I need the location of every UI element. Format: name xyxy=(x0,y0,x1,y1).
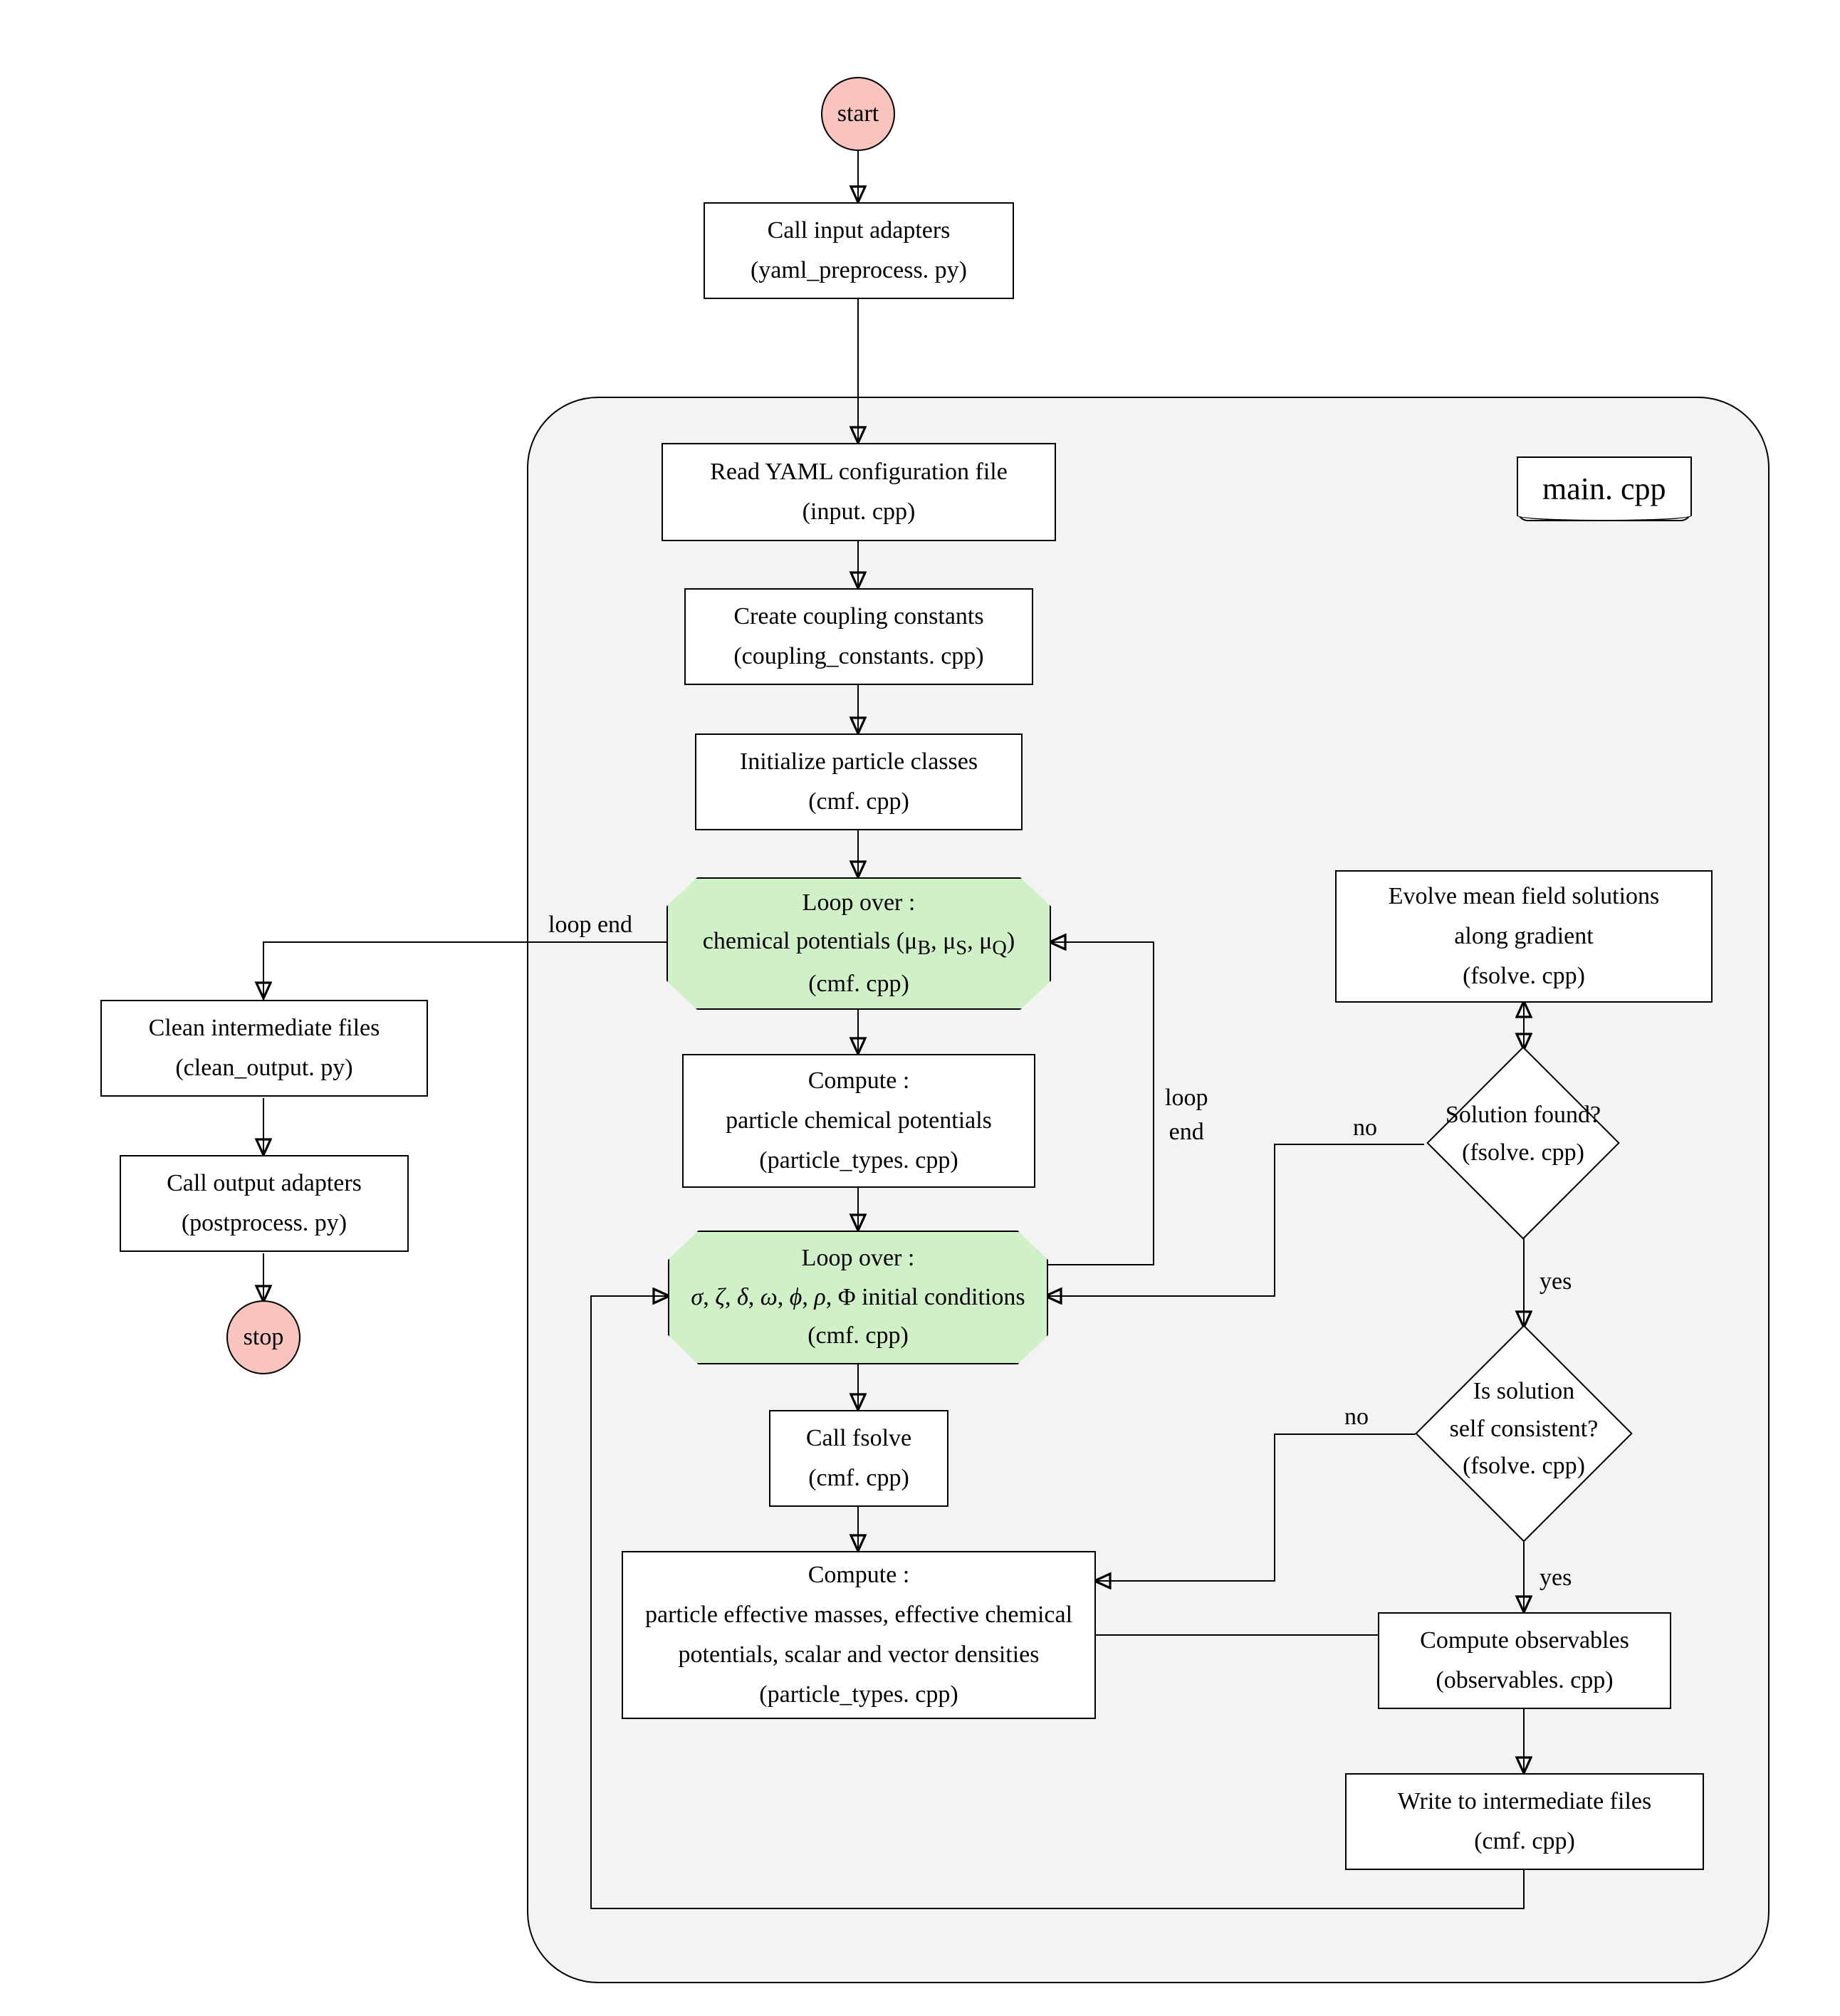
txt: Write to intermediate files xyxy=(1398,1782,1651,1822)
txt: Call input adapters xyxy=(768,211,951,251)
compute-masses-box: Compute : particle effective masses, eff… xyxy=(622,1551,1096,1719)
compute-chem-box: Compute : particle chemical potentials (… xyxy=(682,1054,1035,1188)
txt: potentials, scalar and vector densities xyxy=(679,1635,1040,1675)
txt: (particle_types. cpp) xyxy=(759,1675,958,1715)
txt: loop xyxy=(1165,1085,1208,1111)
txt: (input. cpp) xyxy=(803,492,916,532)
init-particles-box: Initialize particle classes (cmf. cpp) xyxy=(695,733,1023,830)
evolve-box: Evolve mean field solutions along gradie… xyxy=(1335,870,1713,1003)
txt: (particle_types. cpp) xyxy=(759,1141,958,1181)
txt: (cmf. cpp) xyxy=(808,782,909,822)
txt: Create coupling constants xyxy=(733,597,983,637)
txt: along gradient xyxy=(1454,916,1593,956)
label-no-1: no xyxy=(1353,1111,1377,1145)
txt: Clean intermediate files xyxy=(149,1008,380,1048)
txt: Loop over : xyxy=(803,884,916,922)
txt: (yaml_preprocess. py) xyxy=(751,251,967,291)
txt: Compute : xyxy=(808,1555,910,1595)
txt: (cmf. cpp) xyxy=(807,1317,909,1355)
txt: (observables. cpp) xyxy=(1436,1661,1613,1701)
txt: no xyxy=(1353,1114,1377,1141)
start-terminal: start xyxy=(821,77,895,151)
txt: Call fsolve xyxy=(806,1419,911,1458)
txt: Evolve mean field solutions xyxy=(1389,877,1660,916)
stop-terminal: stop xyxy=(226,1300,300,1374)
txt: (clean_output. py) xyxy=(175,1048,352,1088)
start-text: start xyxy=(837,100,879,127)
label-yes-2: yes xyxy=(1540,1561,1572,1595)
loop-initial-box: Loop over : σ, ζ, δ, ω, ϕ, ρ, Φ initial … xyxy=(668,1231,1048,1364)
txt: Call output adapters xyxy=(167,1164,362,1203)
main-file-label: main. cpp xyxy=(1517,456,1692,521)
txt: (cmf. cpp) xyxy=(1474,1822,1575,1861)
stop-text: stop xyxy=(244,1324,284,1351)
output-adapters-box: Call output adapters (postprocess. py) xyxy=(120,1155,409,1252)
txt: particle effective masses, effective che… xyxy=(645,1595,1072,1635)
txt: yes xyxy=(1540,1268,1572,1295)
txt: Compute observables xyxy=(1420,1621,1629,1661)
clean-inter-box: Clean intermediate files (clean_output. … xyxy=(100,1000,428,1097)
txt: end xyxy=(1169,1119,1204,1145)
txt: σ, ζ, δ, ω, ϕ, ρ, Φ initial conditions xyxy=(691,1278,1025,1317)
label-loop-end-left: loop end xyxy=(548,908,632,942)
txt: yes xyxy=(1540,1565,1572,1591)
compute-obs-box: Compute observables (observables. cpp) xyxy=(1378,1612,1671,1709)
main-file-text: main. cpp xyxy=(1542,471,1666,506)
txt: particle chemical potentials xyxy=(726,1101,992,1141)
txt: Initialize particle classes xyxy=(740,742,978,782)
call-fsolve-box: Call fsolve (cmf. cpp) xyxy=(769,1410,948,1507)
txt: loop end xyxy=(548,912,632,938)
coupling-box: Create coupling constants (coupling_cons… xyxy=(684,588,1033,685)
txt: Compute : xyxy=(808,1061,910,1101)
txt: Loop over : xyxy=(802,1239,915,1278)
txt: Read YAML configuration file xyxy=(710,452,1008,492)
txt: (fsolve. cpp) xyxy=(1463,956,1585,996)
label-loop-end-vert: loop end xyxy=(1165,1081,1208,1149)
loop-chem-box: Loop over : chemical potentials (μB, μS,… xyxy=(667,877,1051,1010)
txt: no xyxy=(1344,1404,1369,1430)
txt: (cmf. cpp) xyxy=(808,1458,909,1498)
txt: chemical potentials (μB, μS, μQ) xyxy=(703,922,1015,964)
write-inter-box: Write to intermediate files (cmf. cpp) xyxy=(1345,1773,1704,1870)
label-no-2: no xyxy=(1344,1400,1369,1434)
flowchart-canvas: main. cpp xyxy=(0,0,1840,2016)
txt: (cmf. cpp) xyxy=(808,965,909,1003)
txt: (postprocess. py) xyxy=(182,1203,347,1243)
input-adapters-box: Call input adapters (yaml_preprocess. py… xyxy=(704,202,1014,299)
txt: (coupling_constants. cpp) xyxy=(733,637,983,677)
label-yes-1: yes xyxy=(1540,1265,1572,1299)
read-yaml-box: Read YAML configuration file (input. cpp… xyxy=(662,443,1056,541)
